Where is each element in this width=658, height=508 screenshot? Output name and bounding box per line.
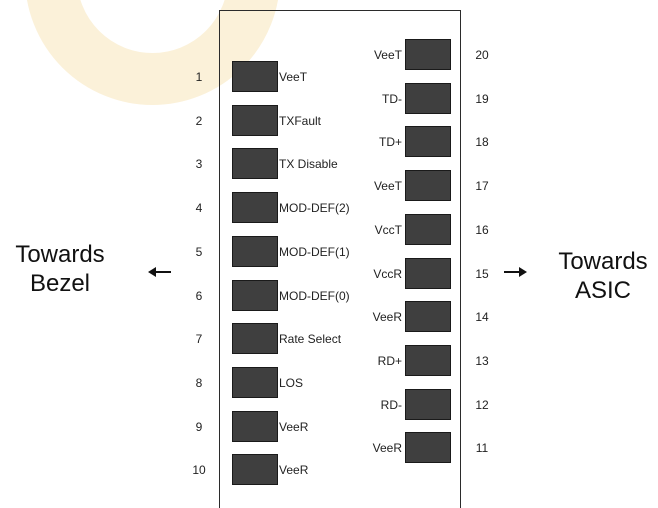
pin-signal-label: MOD-DEF(2) — [279, 200, 350, 215]
pin-number: 18 — [475, 134, 489, 149]
contact-pad — [405, 301, 451, 332]
pin-signal-label: VeeT — [373, 47, 402, 62]
contact-pad — [405, 214, 451, 245]
pin-number: 17 — [475, 178, 489, 193]
pin-number: 20 — [475, 47, 489, 62]
contact-pad — [405, 83, 451, 114]
pin-number: 8 — [195, 375, 203, 390]
contact-pad — [232, 323, 278, 354]
contact-pad — [232, 61, 278, 92]
pin-signal-label: RD+ — [377, 353, 402, 368]
contact-pad — [405, 126, 451, 157]
pin-signal-label: VccR — [373, 266, 402, 281]
right-arrow-icon — [504, 267, 527, 277]
pin-signal-label: LOS — [279, 375, 304, 390]
pin-signal-label: TD- — [382, 91, 402, 106]
pin-signal-label: VeeR — [279, 462, 309, 477]
towards-asic-line1: Towards — [558, 248, 648, 275]
pin-number: 10 — [192, 462, 206, 477]
contact-pad — [405, 39, 451, 70]
pin-number: 7 — [195, 331, 203, 346]
towards-bezel-label: Towards Bezel — [10, 240, 110, 298]
pin-signal-label: TD+ — [378, 134, 402, 149]
contact-pad — [232, 367, 278, 398]
pin-number: 15 — [475, 266, 489, 281]
pin-number: 4 — [195, 200, 203, 215]
contact-pad — [232, 454, 278, 485]
contact-pad — [405, 345, 451, 376]
connector-outline — [219, 10, 461, 508]
pin-signal-label: VeeT — [279, 69, 308, 84]
contact-pad — [232, 236, 278, 267]
contact-pad — [232, 192, 278, 223]
pin-signal-label: VeeR — [372, 440, 402, 455]
towards-asic-line2: ASIC — [574, 277, 631, 304]
pin-signal-label: RD- — [380, 397, 402, 412]
contact-pad — [405, 389, 451, 420]
pin-number: 14 — [475, 309, 489, 324]
towards-bezel-line2: Bezel — [29, 270, 91, 297]
contact-pad — [405, 432, 451, 463]
pin-signal-label: VeeR — [372, 309, 402, 324]
contact-pad — [232, 148, 278, 179]
towards-asic-label: Towards ASIC — [548, 247, 658, 305]
pin-signal-label: VeeR — [279, 419, 309, 434]
pin-number: 3 — [195, 156, 203, 171]
towards-bezel-line1: Towards — [15, 241, 105, 268]
pin-number: 2 — [195, 113, 203, 128]
contact-pad — [405, 170, 451, 201]
pin-number: 16 — [475, 222, 489, 237]
pin-signal-label: MOD-DEF(0) — [279, 288, 350, 303]
pin-signal-label: MOD-DEF(1) — [279, 244, 350, 259]
pin-signal-label: VccT — [374, 222, 402, 237]
pin-signal-label: TXFault — [279, 113, 322, 128]
pin-number: 1 — [195, 69, 203, 84]
pin-signal-label: VeeT — [373, 178, 402, 193]
pin-number: 19 — [475, 91, 489, 106]
contact-pad — [232, 105, 278, 136]
pin-number: 5 — [195, 244, 203, 259]
pin-number: 11 — [475, 440, 489, 455]
contact-pad — [232, 411, 278, 442]
contact-pad — [405, 258, 451, 289]
pin-signal-label: TX Disable — [279, 156, 338, 171]
pin-number: 9 — [195, 419, 203, 434]
left-arrow-icon — [148, 267, 171, 277]
pin-number: 6 — [195, 288, 203, 303]
contact-pad — [232, 280, 278, 311]
pin-number: 13 — [475, 353, 489, 368]
pin-number: 12 — [475, 397, 489, 412]
pin-signal-label: Rate Select — [279, 331, 342, 346]
